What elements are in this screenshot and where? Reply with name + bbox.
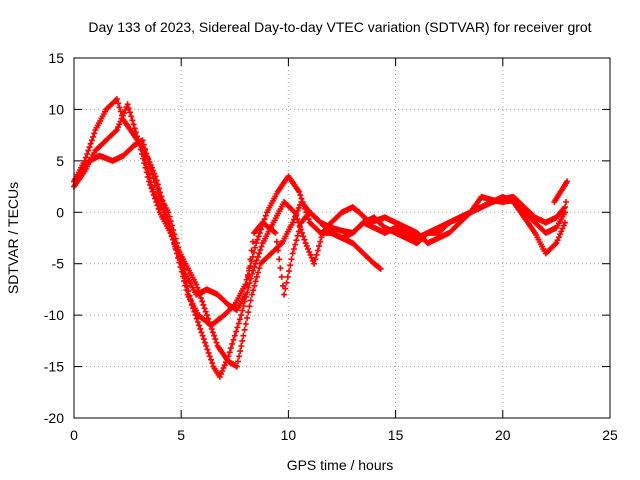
axis-ticks: 0 5 10 15 20 25 -20 -15 -10 -5 0 5 10 15 [44,50,618,443]
y-tick-label: 0 [56,204,64,220]
series-track-4 [139,147,571,370]
y-tick-label: -10 [44,307,64,323]
series-marks [139,147,571,370]
x-axis-label: GPS time / hours [287,457,394,473]
y-tick-label: -20 [44,410,64,426]
series-marks [71,101,568,380]
series-track-2 [71,101,568,380]
y-tick-label: -15 [44,359,64,375]
y-tick-label: 10 [48,101,64,117]
y-axis-label: SDTVAR / TECUs [5,182,21,294]
y-tick-label: 5 [56,153,64,169]
x-tick-label: 25 [602,427,618,443]
x-tick-label: 5 [177,427,185,443]
y-tick-label: -5 [52,256,65,272]
x-tick-label: 0 [70,427,78,443]
x-tick-label: 15 [388,427,404,443]
plot-border [73,57,611,419]
chart-title: Day 133 of 2023, Sidereal Day-to-day VTE… [88,19,591,35]
y-tick-label: 15 [48,50,64,66]
x-tick-label: 20 [495,427,511,443]
x-tick-label: 10 [281,427,297,443]
data-series [71,96,571,380]
